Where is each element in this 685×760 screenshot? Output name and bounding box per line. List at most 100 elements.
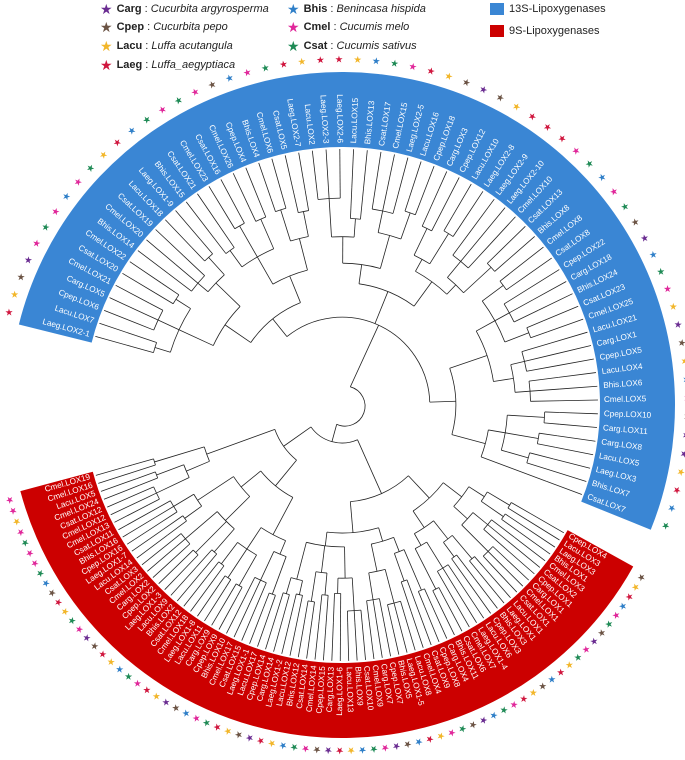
tree-branch: [404, 197, 410, 212]
tree-branch: [499, 270, 514, 282]
species-star-icon: ★: [569, 144, 583, 158]
tree-branch: [190, 554, 199, 563]
tree-branch: [408, 475, 430, 499]
tree-branch: [173, 493, 194, 507]
tree-branch: [526, 320, 544, 329]
star-icon: ★: [100, 19, 113, 35]
species-star-icon: ★: [97, 148, 111, 162]
tree-branch: [241, 605, 257, 641]
tree-branch: [537, 443, 556, 448]
tree-branch: [230, 583, 237, 593]
tree-branch: [491, 519, 516, 539]
tree-branch: [443, 542, 455, 558]
species-star-icon: ★: [125, 124, 138, 138]
tree-branch: [256, 256, 274, 285]
tree-branch: [523, 525, 556, 548]
tree-branch: [403, 613, 416, 651]
tree-branch: [283, 426, 312, 447]
tree-branch: [515, 390, 531, 393]
tree-branch: [377, 210, 384, 233]
tree-branch: [437, 600, 455, 636]
species-star-icon: ★: [7, 505, 20, 516]
tree-branch: [430, 603, 448, 639]
tree-branch: [304, 600, 309, 620]
tree-branch: [154, 292, 174, 305]
tree-branch: [489, 216, 516, 245]
tree-branch: [211, 592, 232, 626]
tree-branch: [298, 580, 303, 595]
leaf-label: Carg.LOX11: [603, 423, 649, 436]
tree-branch: [155, 506, 174, 518]
species-star-icon: ★: [201, 716, 213, 729]
tree-branch: [450, 593, 470, 628]
tree-branch: [265, 612, 278, 650]
tree-branch: [208, 257, 225, 276]
tree-branch: [195, 549, 213, 568]
tree-branch: [208, 186, 230, 219]
leaf-label: Bhis.LOX6: [603, 378, 643, 390]
tree-branch: [95, 464, 133, 476]
tree-branch: [218, 224, 235, 248]
tree-branch: [170, 566, 197, 596]
species-name: Cucumis sativus: [336, 40, 417, 52]
tree-branch: [146, 239, 176, 265]
tree-branch: [414, 548, 437, 590]
tree-branch: [122, 272, 156, 294]
tree-branch: [526, 269, 560, 291]
tree-branch: [507, 414, 545, 418]
tree-branch: [492, 546, 502, 555]
tree-branch: [227, 548, 248, 578]
tree-branch: [504, 332, 529, 343]
tree-root: [336, 386, 366, 427]
legend-13s-label: 13S-Lipoxygenases: [509, 3, 606, 15]
tree-branch: [431, 211, 443, 232]
tree-branch: [100, 478, 137, 492]
tree-branch: [382, 191, 388, 212]
tree-branch: [131, 346, 154, 353]
tree-branch: [368, 621, 375, 660]
tree-branch: [183, 255, 205, 276]
tree-branch: [521, 342, 552, 353]
species-star-icon: ★: [15, 271, 28, 283]
tree-branch: [311, 150, 318, 189]
tree-branch: [487, 252, 499, 264]
tree-branch: [209, 231, 227, 254]
species-star-icon: ★: [39, 221, 53, 234]
tree-branch: [225, 496, 250, 521]
tree-branch: [397, 615, 408, 653]
species-star-icon: ★: [659, 520, 672, 532]
species-star-icon: ★: [389, 58, 399, 70]
tree-branch: [451, 535, 473, 559]
species-star-icon: ★: [60, 190, 74, 203]
tree-branch: [281, 616, 292, 654]
tree-branch: [393, 537, 400, 552]
tree-branch: [103, 484, 140, 500]
tree-branch: [514, 537, 546, 562]
species-code: Laeg: [116, 59, 143, 71]
tree-branch: [417, 609, 432, 646]
tree-branch: [511, 502, 532, 515]
species-star-icon: ★: [11, 516, 24, 528]
species-star-icon: ★: [540, 121, 553, 135]
tree-branch: [390, 617, 400, 655]
star-icon: ★: [287, 38, 300, 54]
tree-branch: [453, 506, 468, 520]
tree-branch: [530, 388, 560, 392]
tree-branch: [363, 150, 368, 189]
tree-branch: [370, 543, 378, 572]
species-name: Luffa_aegyptiaca: [151, 59, 236, 71]
tree-branch: [472, 512, 488, 525]
tree-branch: [500, 553, 529, 581]
species-star-icon: ★: [141, 113, 154, 127]
legend-colon: :: [145, 40, 149, 52]
tree-branch: [131, 529, 164, 552]
tree-branch: [137, 250, 169, 274]
tree-branch: [429, 233, 449, 265]
tree-branch: [474, 556, 486, 570]
legend-item-lacu: ★ Lacu: Luffa acutangula: [100, 39, 233, 53]
tree-branch: [316, 188, 319, 200]
tree-branch: [456, 554, 475, 579]
tree-branch: [197, 584, 220, 617]
species-star-icon: ★: [22, 254, 36, 266]
tree-branch: [184, 505, 202, 519]
